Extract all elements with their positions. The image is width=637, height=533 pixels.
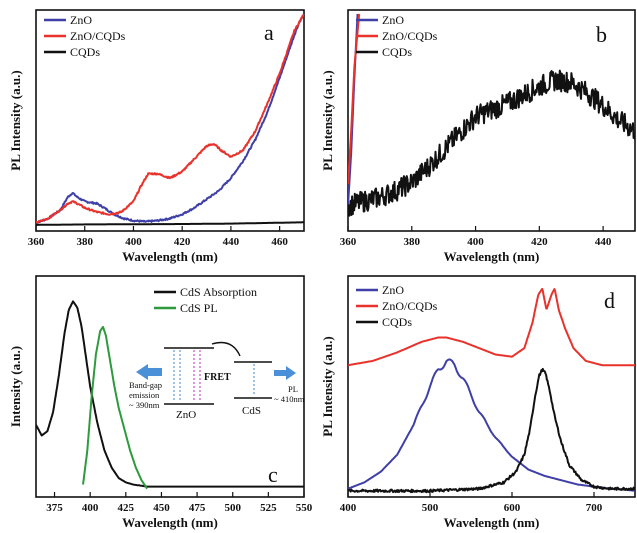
emission-arrow-left (136, 364, 162, 380)
legend-entry: ZnO (70, 13, 92, 27)
legend: ZnO ZnO/CQDs CQDs (44, 13, 126, 59)
y-axis-label: Intensity (a.u.) (8, 346, 23, 427)
panel-b-frame (347, 9, 636, 232)
cds-label: CdS (242, 405, 261, 417)
x-tick-label: 380 (404, 236, 421, 248)
panel-a: 360 380 400 420 440 460 Wavelength (nm) PL Inte… (8, 12, 304, 264)
x-tick-label: 550 (296, 502, 313, 514)
panel-letter: b (596, 22, 607, 47)
legend-entry: CQDs (382, 315, 412, 329)
panel-c: 375 400 425 450 475 500 525 550 Wavelength (nm) I… (8, 285, 313, 530)
legend: CdS Absorption CdS PL (154, 285, 257, 315)
legend-entry: CQDs (382, 45, 412, 59)
x-axis-label: Wavelength (nm) (122, 515, 218, 530)
x-tick-label: 475 (189, 502, 206, 514)
legend-entry: CdS Absorption (180, 285, 257, 299)
legend-entry: ZnO/CQDs (70, 29, 126, 43)
x-tick-label: 450 (153, 502, 170, 514)
x-tick-label: 380 (76, 236, 93, 248)
series-line-zno (36, 12, 304, 224)
panel-letter: a (264, 20, 274, 45)
legend-entry: ZnO (382, 13, 404, 27)
legend: ZnO ZnO/CQDs CQDs (356, 13, 438, 59)
zno-label: ZnO (176, 409, 196, 421)
legend-entry: ZnO/CQDs (382, 299, 438, 313)
band-gap-label: Band-gap (129, 380, 162, 390)
panel-d-frame (347, 275, 636, 498)
series-line-cds-absorption (36, 300, 304, 488)
y-axis-label: PL Intensity (a.u.) (320, 70, 335, 170)
legend-entry: ZnO/CQDs (382, 29, 438, 43)
pl-label: ~ 410nm (274, 394, 305, 404)
y-axis-label: PL Intensity (a.u.) (8, 70, 23, 170)
x-tick-label: 500 (224, 502, 241, 514)
emission-arrow-right (274, 366, 296, 380)
legend-entry: CdS PL (180, 301, 218, 315)
legend: ZnO ZnO/CQDs CQDs (356, 283, 438, 329)
series-line-zno-cqds (36, 14, 304, 224)
x-axis-label: Wavelength (nm) (122, 249, 218, 264)
series-line-cds-pl (82, 326, 148, 490)
panel-letter: d (604, 288, 615, 313)
series-line-cqds (348, 367, 635, 494)
series-line-zno-cqds (348, 287, 635, 367)
x-tick-label: 400 (340, 502, 357, 514)
fret-label: FRET (204, 372, 231, 383)
x-tick-label: 425 (118, 502, 135, 514)
panel-c-frame (35, 275, 305, 498)
series-line-cqds (36, 221, 304, 226)
x-tick-label: 440 (223, 236, 240, 248)
series-line-zno (348, 358, 635, 492)
x-axis-label: Wavelength (nm) (444, 249, 540, 264)
x-tick-label: 400 (467, 236, 484, 248)
x-tick-label: 375 (46, 502, 63, 514)
x-tick-label: 400 (125, 236, 142, 248)
x-tick-label: 400 (82, 502, 99, 514)
x-tick-label: 700 (586, 502, 603, 514)
panel-a-frame (35, 9, 305, 232)
legend-entry: ZnO (382, 283, 404, 297)
x-tick-label: 420 (174, 236, 191, 248)
x-axis-label: Wavelength (nm) (444, 515, 540, 530)
x-tick-label: 600 (504, 502, 521, 514)
band-gap-label: ~ 390nm (129, 400, 160, 410)
x-tick-label: 440 (595, 236, 612, 248)
band-gap-label: emission (129, 390, 160, 400)
x-tick-label: 460 (271, 236, 288, 248)
panel-letter: c (268, 462, 278, 487)
legend-entry: CQDs (70, 45, 100, 59)
x-tick-label: 360 (28, 236, 45, 248)
series-line-cqds (348, 69, 635, 217)
series-line-zno-cqds (348, 13, 361, 185)
fret-arrow (211, 341, 241, 357)
panel-b: 360 380 400 420 440 Wavelength (nm) PL Intensi… (320, 13, 635, 264)
x-tick-label: 420 (531, 236, 548, 248)
x-tick-label: 525 (260, 502, 277, 514)
panel-d: 400 500 600 700 Wavelength (nm) PL Intensity … (320, 283, 635, 530)
y-axis-label: PL Intensity (a.u.) (320, 336, 335, 436)
pl-label: PL (288, 384, 298, 394)
x-tick-label: 360 (340, 236, 357, 248)
x-tick-label: 500 (422, 502, 439, 514)
